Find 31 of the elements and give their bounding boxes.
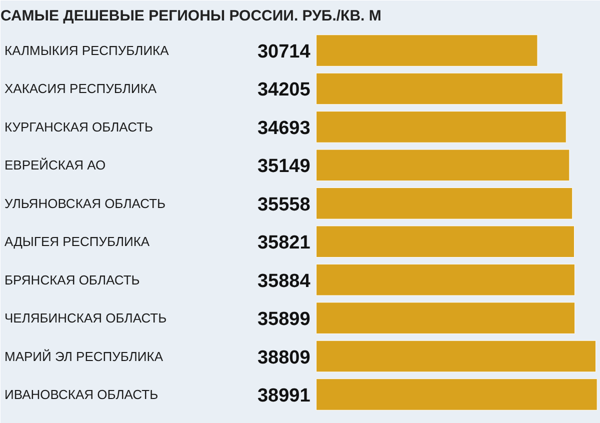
bar (316, 302, 576, 334)
data-label: 35558 (257, 194, 310, 216)
y-tick-label: КУРГАНСКАЯ ОБЛАСТЬ (4, 119, 153, 134)
data-label: 35884 (257, 270, 311, 292)
y-tick-label: ЕВРЕЙСКАЯ АО (4, 158, 106, 173)
data-label: 35899 (257, 309, 310, 330)
text: САМЫЕ ДЕШЕВЫЕ РЕГИОНЫ РОССИИ. РУБ./КВ. М (0, 8, 382, 24)
bar (316, 34, 538, 66)
y-tick-label: МАРИЙ ЭЛ РЕСПУБЛИКА (4, 348, 164, 364)
data-label: 34205 (257, 80, 311, 101)
data-label: 35149 (257, 156, 310, 178)
y-tick-label: КАЛМЫКИЯ РЕСПУБЛИКА (4, 43, 170, 58)
bar (316, 149, 570, 182)
data-label: 38991 (257, 385, 311, 406)
y-tick-label: УЛЬЯНОВСКАЯ ОБЛАСТЬ (4, 196, 166, 211)
data-label: 35821 (257, 232, 311, 254)
bar (316, 72, 563, 105)
bar (316, 111, 566, 143)
y-tick-label: АДЫГЕЯ РЕСПУБЛИКА (4, 234, 150, 250)
y-tick-label: БРЯНСКАЯ ОБЛАСТЬ (4, 272, 140, 288)
y-tick-label: ХАКАСИЯ РЕСПУБЛИКА (4, 81, 157, 96)
y-tick-label: ИВАНОВСКАЯ ОБЛАСТЬ (4, 386, 158, 402)
bar (316, 378, 598, 410)
bar (316, 226, 575, 258)
bar (316, 340, 596, 372)
data-label: 34693 (257, 118, 310, 139)
bar (316, 264, 575, 296)
data-label: 38809 (257, 347, 310, 368)
y-tick-label: ЧЕЛЯБИНСКАЯ ОБЛАСТЬ (4, 310, 167, 326)
bar (316, 187, 573, 220)
data-label: 30714 (257, 42, 311, 63)
